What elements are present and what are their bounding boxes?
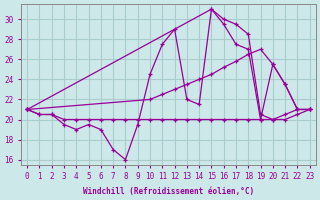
X-axis label: Windchill (Refroidissement éolien,°C): Windchill (Refroidissement éolien,°C) [83, 187, 254, 196]
